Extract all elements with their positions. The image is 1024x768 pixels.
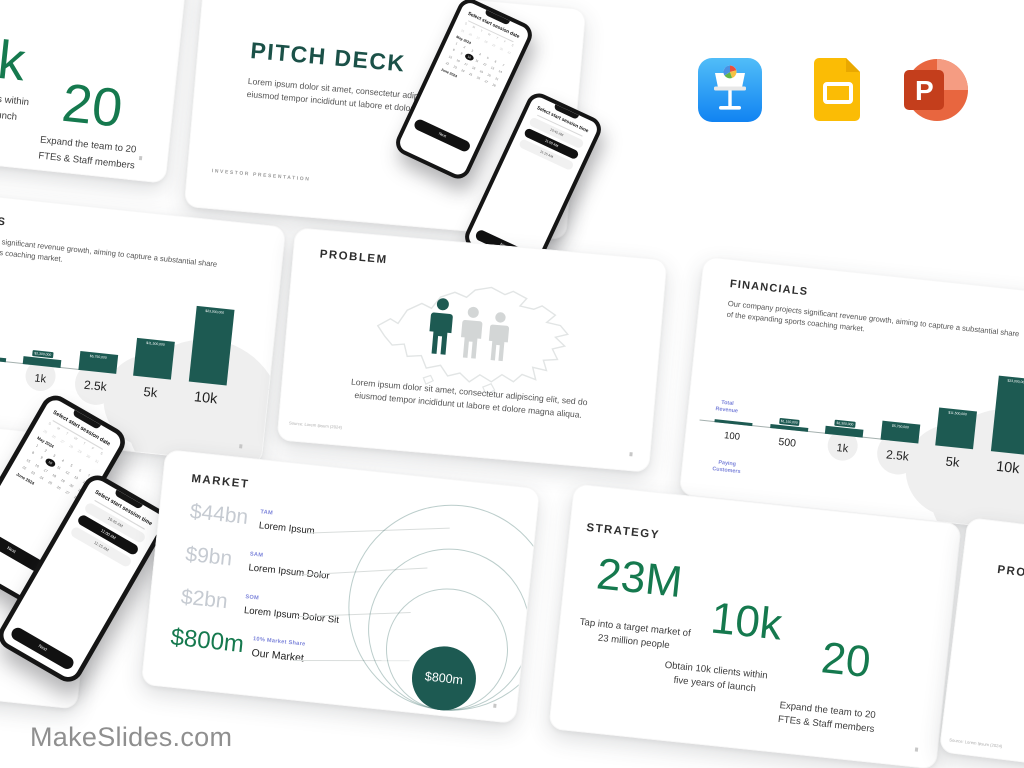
stat-team-value: 20 [819, 633, 873, 688]
bar-group-10k: $23,000,000 10k [920, 331, 1024, 540]
market-title: MARKET [190, 472, 250, 491]
tam-sam-som-circles: $800m [336, 488, 541, 721]
x-tick-label: 1k [835, 442, 849, 456]
problem-title: PROBLEM [996, 563, 1024, 585]
bar-group-1k: $2,300,000 1k [19, 244, 74, 407]
x-tick-label: 500 [777, 435, 797, 450]
tam-value: $44bn [188, 499, 250, 529]
som-tag: SOM [245, 594, 260, 602]
slide-cover-card: PITCH DECK Lorem ipsum dolor sit amet, c… [183, 0, 606, 278]
phone-next-button[interactable]: Next [413, 118, 472, 153]
svg-text:P: P [915, 75, 934, 106]
region-map-outline [376, 286, 569, 396]
source-note: Source: Lorem Ipsum (2024) [288, 420, 343, 430]
person-icon-highlighted [429, 298, 453, 355]
stat-team-caption: Expand the team to 20 FTEs & Staff member… [777, 700, 877, 735]
slide-market-card: MARKET $44bn TAM Lorem Ipsum $9bn SAM Lo… [140, 448, 541, 725]
revenue-bar [714, 419, 753, 427]
page-marker [239, 444, 243, 449]
slide-problem-card: PROBLEM Lorem ipsum dolor sit amet, cons… [276, 227, 668, 473]
stat-market-value: 23M [594, 549, 685, 607]
strategy-title: STRATEGY [585, 521, 661, 542]
financials-title: FINANCIALS [0, 208, 7, 229]
page-marker [138, 155, 143, 161]
x-tick-label: 10k [193, 389, 219, 408]
slide-strategy-card: STRATEGY 23M Tap into a target market of… [548, 483, 962, 768]
brand-wordmark: MakeSlides.com [30, 722, 233, 752]
person-icon-gray [488, 312, 510, 362]
powerpoint-icon[interactable]: P [898, 53, 972, 132]
google-slides-icon[interactable] [812, 56, 864, 129]
keynote-icon[interactable] [697, 57, 763, 128]
x-tick-label: 100 [723, 430, 741, 443]
revenue-bar [769, 424, 808, 432]
stat-team-value: 20 [59, 72, 126, 139]
our-market-value: $800m [169, 623, 246, 659]
page-marker [914, 747, 919, 752]
slide-financials-card: FINANCIALS Our company projects signific… [678, 256, 1024, 540]
tam-tag: TAM [260, 509, 274, 517]
problem-title: PROBLEM [319, 248, 389, 267]
revenue-bar [188, 305, 235, 386]
x-tick-label: 5k [944, 453, 961, 470]
revenue-bar [0, 354, 6, 363]
slide-strategy-fragment-card: 10k Obtain 10k clients within five years… [0, 0, 193, 184]
phone-next-button[interactable]: Next [9, 625, 76, 672]
cover-title: PITCH DECK [249, 37, 407, 77]
page-marker [493, 703, 497, 708]
x-tick-label: 2.5k [885, 447, 910, 464]
sam-tag: SAM [249, 551, 264, 559]
slide-app-mockup-card: Select start session date S M T W T F S 25 26 27 2… [0, 390, 173, 710]
cover-footer: INVESTOR PRESENTATION [211, 168, 311, 183]
bar-group-10k: $23,000,000 10k [118, 261, 287, 466]
x-tick-label: 5k [142, 383, 159, 401]
bar-group-1k: $2,300,000 1k [821, 313, 876, 476]
som-value: $2bn [179, 585, 229, 614]
stat-clients-caption: Obtain 10k clients within five years of l… [664, 659, 769, 695]
source-note: Source: Lorem Ipsum (2024) [948, 737, 1003, 749]
page-marker [629, 452, 633, 457]
financials-title: FINANCIALS [729, 278, 809, 299]
sam-value: $9bn [184, 542, 234, 571]
person-icon-gray [461, 306, 483, 359]
revenue-bar [990, 375, 1024, 456]
x-tick-label: 2.5k [83, 377, 108, 394]
leader-lines [293, 527, 450, 662]
x-tick-label: 1k [33, 372, 47, 386]
x-tick-label: 10k [995, 458, 1021, 478]
bar-group-100: 100 [710, 302, 765, 465]
